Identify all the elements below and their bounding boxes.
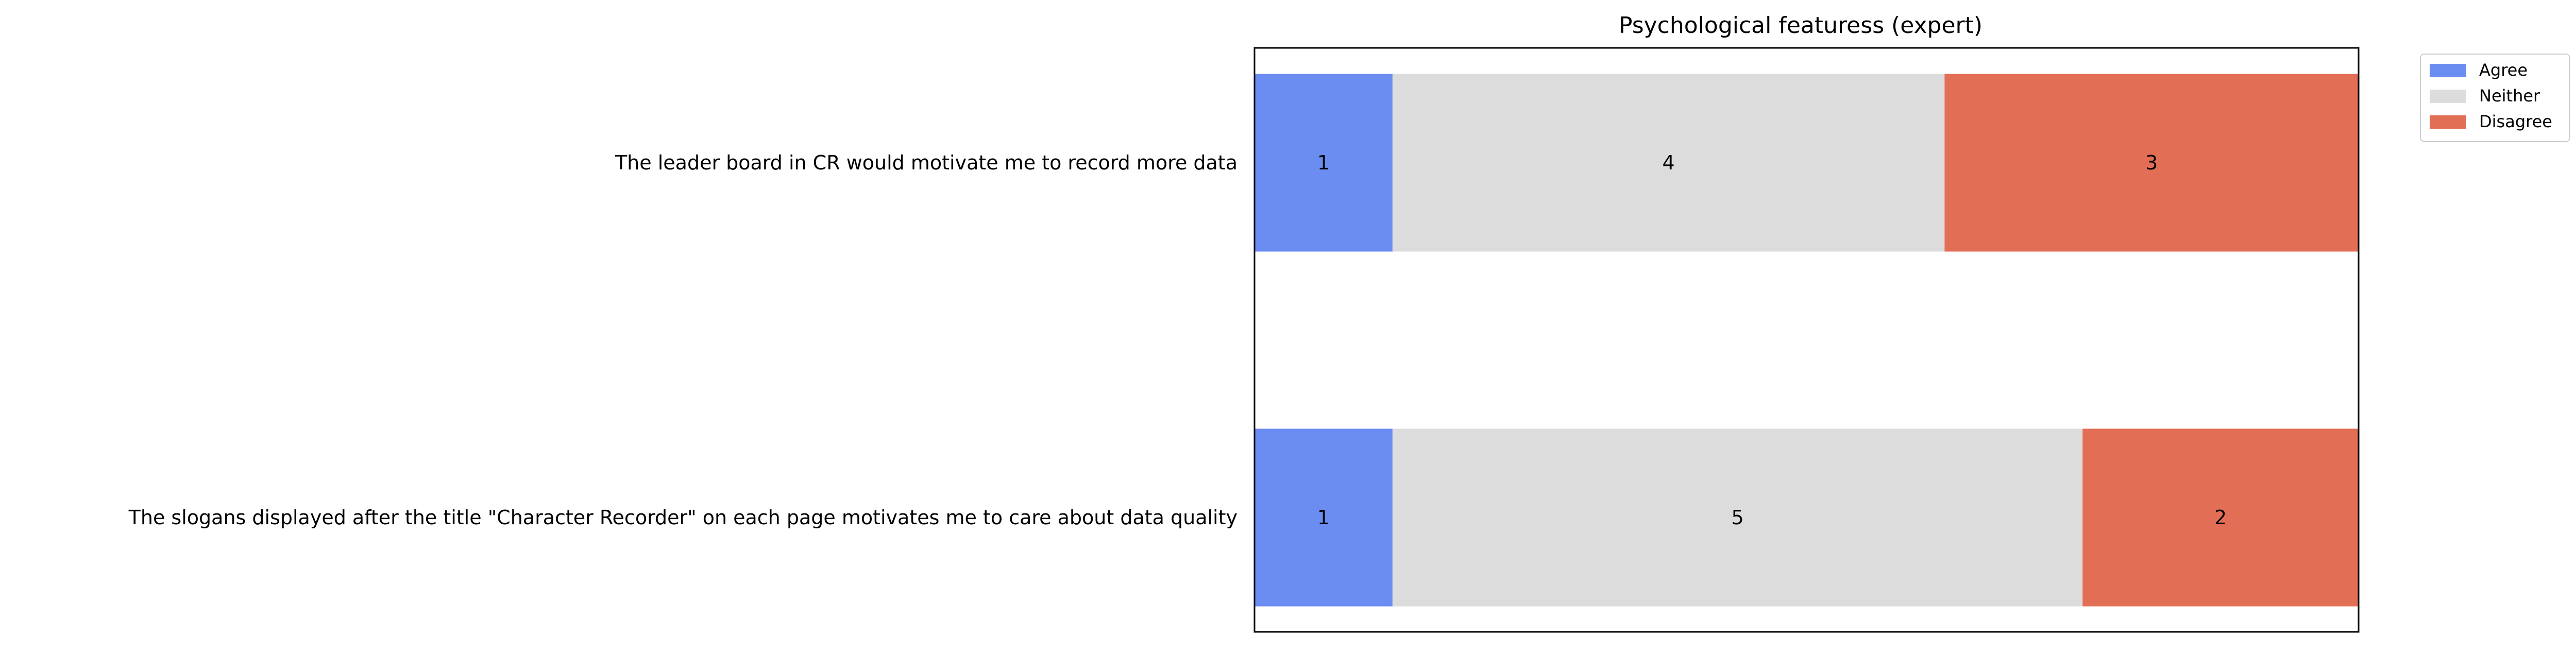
bar-value-label: 1 xyxy=(1317,506,1330,529)
bar-neither-0 xyxy=(1392,74,1945,252)
legend-swatch-agree xyxy=(2430,64,2466,77)
category-labels: The leader board in CR would motivate me… xyxy=(128,151,1238,529)
bar-agree-0 xyxy=(1255,74,1393,252)
bars-group: 1 4 3 1 5 2 xyxy=(1255,74,2359,607)
legend-swatch-neither xyxy=(2430,90,2466,103)
bar-disagree-0 xyxy=(1944,74,2359,252)
legend: Agree Neither Disagree xyxy=(2420,54,2570,142)
bar-value-label: 3 xyxy=(2145,151,2158,174)
legend-label-neither: Neither xyxy=(2479,86,2540,106)
chart-title: Psychological featuress (expert) xyxy=(1619,12,1982,39)
legend-swatch-disagree xyxy=(2430,115,2466,129)
bar-value-label: 2 xyxy=(2214,506,2227,529)
bar-neither-1 xyxy=(1392,428,2083,607)
bar-value-label: 4 xyxy=(1663,151,1675,174)
bar-agree-1 xyxy=(1255,428,1393,607)
bar-value-label: 5 xyxy=(1731,506,1743,529)
category-label: The slogans displayed after the title "C… xyxy=(128,506,1238,529)
category-label: The leader board in CR would motivate me… xyxy=(615,151,1238,174)
plot-frame xyxy=(1253,47,2360,633)
bar-disagree-1 xyxy=(2082,428,2359,607)
legend-label-agree: Agree xyxy=(2479,60,2528,80)
bar-value-label: 1 xyxy=(1317,151,1330,174)
legend-label-disagree: Disagree xyxy=(2479,112,2552,131)
